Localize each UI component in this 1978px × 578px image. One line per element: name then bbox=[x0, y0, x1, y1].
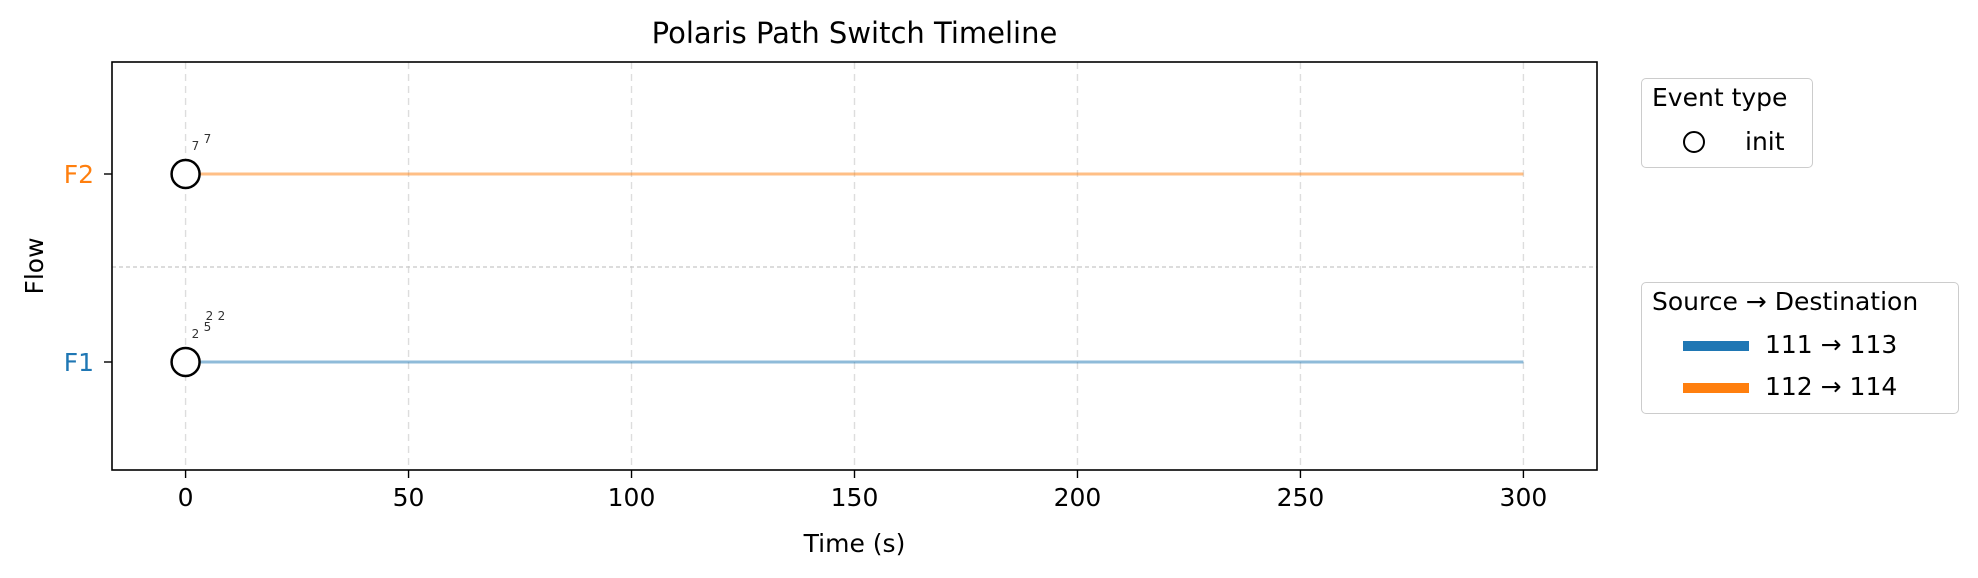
event-annotation: 2 bbox=[218, 309, 226, 323]
event-type-legend-title: Event type bbox=[1652, 83, 1788, 112]
legend-label-111-113: 111 → 113 bbox=[1765, 330, 1898, 359]
x-tick-label: 300 bbox=[1500, 483, 1548, 512]
x-tick-label: 150 bbox=[831, 483, 879, 512]
legend-swatch-111-113 bbox=[1683, 341, 1749, 351]
y-tick-label-f1: F1 bbox=[64, 348, 94, 377]
x-tick-label: 200 bbox=[1054, 483, 1102, 512]
event-annotation: 2 bbox=[192, 327, 200, 341]
event-marker-init bbox=[170, 158, 201, 190]
x-tick-label: 250 bbox=[1277, 483, 1325, 512]
event-annotation: 7 bbox=[192, 139, 200, 153]
source-destination-legend-title: Source → Destination bbox=[1652, 287, 1919, 316]
y-tick-label-f2: F2 bbox=[64, 160, 94, 189]
event-type-legend: Event type init bbox=[1641, 78, 1813, 168]
source-destination-legend: Source → Destination 111 → 113 112 → 114 bbox=[1641, 282, 1959, 414]
x-tick-label: 50 bbox=[393, 483, 425, 512]
event-annotation: 5 bbox=[204, 320, 212, 334]
chart-title: Polaris Path Switch Timeline bbox=[652, 16, 1058, 50]
x-tick-label: 100 bbox=[608, 483, 656, 512]
event-type-legend-label-init: init bbox=[1745, 127, 1785, 156]
event-annotation: 2 bbox=[206, 309, 214, 323]
y-axis-label: Flow bbox=[20, 237, 49, 294]
event-annotation: 7 bbox=[204, 132, 212, 146]
event-marker-init bbox=[170, 346, 201, 378]
legend-label-112-114: 112 → 114 bbox=[1765, 372, 1898, 401]
init-marker-icon bbox=[1683, 131, 1705, 153]
legend-swatch-112-114 bbox=[1683, 383, 1749, 393]
x-tick-label: 0 bbox=[178, 483, 194, 512]
x-axis-label: Time (s) bbox=[803, 529, 906, 558]
